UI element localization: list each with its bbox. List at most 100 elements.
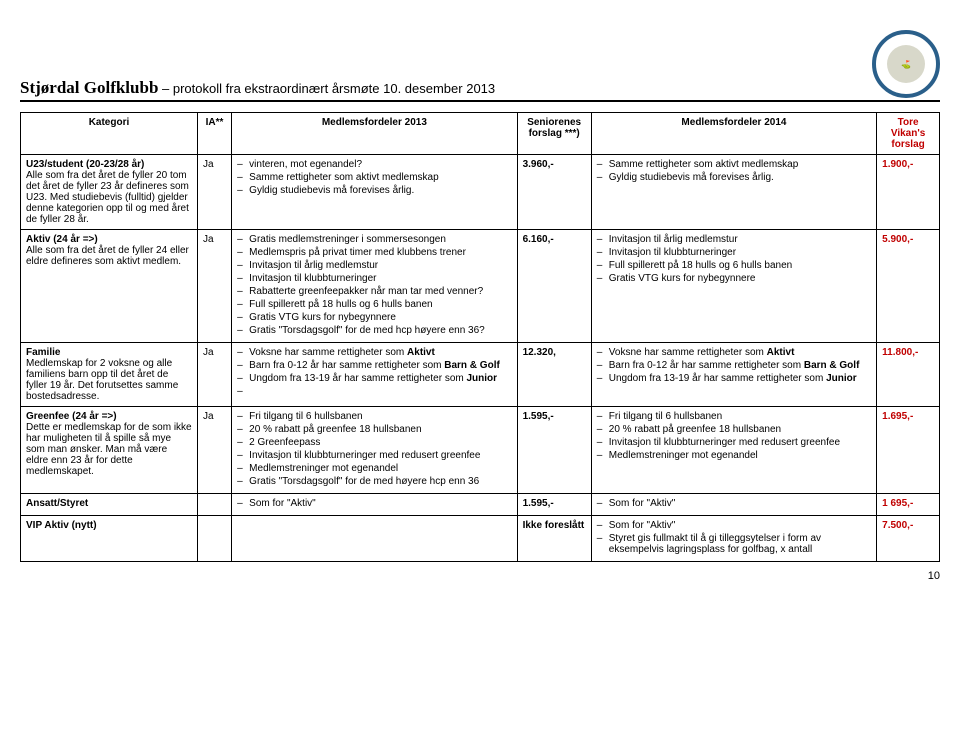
subtitle: – protokoll fra ekstraordinært årsmøte 1…: [162, 81, 495, 96]
benefit-item: Gyldig studiebevis må forevises årlig.: [597, 172, 871, 183]
table-row: U23/student (20-23/28 år)Alle som fra de…: [21, 155, 940, 230]
benefit-item: Invitasjon til klubbturneringer med redu…: [237, 450, 511, 461]
category-desc: Medlemskap for 2 voksne og alle familien…: [26, 358, 178, 402]
cell-2014: Samme rettigheter som aktivt medlemskap G…: [591, 155, 876, 230]
cell-ia: Ja: [197, 407, 231, 494]
page-header: Stjørdal Golfklubb – protokoll fra ekstr…: [20, 30, 940, 102]
benefit-item: Voksne har samme rettigheter som Aktivt: [597, 347, 871, 358]
benefit-item: Samme rettigheter som aktivt medlemskap: [597, 159, 871, 170]
category-title: Aktiv (24 år =>): [26, 234, 98, 245]
table-header-row: Kategori IA** Medlemsfordeler 2013 Senio…: [21, 113, 940, 155]
cell-2014: Som for "Aktiv": [591, 494, 876, 516]
benefit-item: Invitasjon til årlig medlemstur: [237, 260, 511, 271]
cell-tore: 11.800,-: [877, 343, 940, 407]
benefit-item: Invitasjon til klubbturneringer: [597, 247, 871, 258]
cell-kategori: FamilieMedlemskap for 2 voksne og alle f…: [21, 343, 198, 407]
col-senior: Seniorenes forslag ***): [517, 113, 591, 155]
cell-kategori: Greenfee (24 år =>)Dette er medlemskap f…: [21, 407, 198, 494]
benefit-item: 20 % rabatt på greenfee 18 hullsbanen: [237, 424, 511, 435]
benefit-item: Fri tilgang til 6 hullsbanen: [597, 411, 871, 422]
cell-senior: 1.595,-: [517, 407, 591, 494]
benefit-item: Invitasjon til årlig medlemstur: [597, 234, 871, 245]
benefit-item: Styret gis fullmakt til å gi tilleggsyte…: [597, 533, 871, 555]
cell-ia: Ja: [197, 343, 231, 407]
benefit-item: Medlemspris på privat timer med klubbens…: [237, 247, 511, 258]
cell-senior: 12.320,: [517, 343, 591, 407]
category-title: U23/student (20-23/28 år): [26, 159, 144, 170]
col-ia: IA**: [197, 113, 231, 155]
cell-senior: 3.960,-: [517, 155, 591, 230]
cell-kategori: Aktiv (24 år =>)Alle som fra det året de…: [21, 230, 198, 343]
benefit-item: Medlemstreninger mot egenandel: [597, 450, 871, 461]
benefit-item: Ungdom fra 13-19 år har samme rettighete…: [597, 373, 871, 384]
cell-2014: Fri tilgang til 6 hullsbanen 20 % rabatt …: [591, 407, 876, 494]
benefit-item: vinteren, mot egenandel?: [237, 159, 511, 170]
benefit-item: Gratis VTG kurs for nybegynnere: [597, 273, 871, 284]
cell-ia: Ja: [197, 230, 231, 343]
cell-2013: Gratis medlemstreninger i sommersesongen…: [232, 230, 517, 343]
benefit-item: Barn fra 0-12 år har samme rettigheter s…: [597, 360, 871, 371]
table-row: Greenfee (24 år =>)Dette er medlemskap f…: [21, 407, 940, 494]
benefit-item: 20 % rabatt på greenfee 18 hullsbanen: [597, 424, 871, 435]
benefit-item: Som for "Aktiv": [237, 498, 511, 509]
benefit-item: Gratis "Torsdagsgolf" for de med høyere …: [237, 476, 511, 487]
benefit-item: Fri tilgang til 6 hullsbanen: [237, 411, 511, 422]
benefit-item: Full spillerett på 18 hulls og 6 hulls b…: [237, 299, 511, 310]
col-2014: Medlemsfordeler 2014: [591, 113, 876, 155]
cell-senior: 1.595,-: [517, 494, 591, 516]
table-row: Ansatt/Styret Som for "Aktiv" 1.595,- Som f…: [21, 494, 940, 516]
col-tore: Tore Vikan's forslag: [877, 113, 940, 155]
benefit-item: Full spillerett på 18 hulls og 6 hulls b…: [597, 260, 871, 271]
benefit-item: 2 Greenfeepass: [237, 437, 511, 448]
benefit-item: Som for "Aktiv": [597, 498, 871, 509]
category-desc: Alle som fra det året de fyller 24 eller…: [26, 245, 189, 267]
cell-ia: [197, 494, 231, 516]
cell-kategori: U23/student (20-23/28 år)Alle som fra de…: [21, 155, 198, 230]
cell-2014: Voksne har samme rettigheter som Aktivt B…: [591, 343, 876, 407]
benefit-item: Barn fra 0-12 år har samme rettigheter s…: [237, 360, 511, 371]
cell-2013: vinteren, mot egenandel? Samme rettighete…: [232, 155, 517, 230]
benefit-item: Som for "Aktiv": [597, 520, 871, 531]
org-name: Stjørdal Golfklubb: [20, 78, 158, 97]
table-row: VIP Aktiv (nytt)Ikke foreslåttSom for "A…: [21, 516, 940, 562]
benefit-item: Gratis medlemstreninger i sommersesongen: [237, 234, 511, 245]
cell-senior: 6.160,-: [517, 230, 591, 343]
category-desc: Alle som fra det året de fyller 20 tom d…: [26, 170, 189, 225]
benefit-item: Ungdom fra 13-19 år har samme rettighete…: [237, 373, 511, 384]
cell-kategori: Ansatt/Styret: [21, 494, 198, 516]
golf-icon: ⛳: [887, 45, 925, 83]
cell-ia: [197, 516, 231, 562]
membership-table: Kategori IA** Medlemsfordeler 2013 Senio…: [20, 112, 940, 562]
category-title: VIP Aktiv (nytt): [26, 520, 97, 531]
cell-2014: Invitasjon til årlig medlemstur Invitasjo…: [591, 230, 876, 343]
benefit-item: Rabatterte greenfeepakker når man tar me…: [237, 286, 511, 297]
page-number: 10: [20, 570, 940, 582]
benefit-item: [237, 386, 511, 397]
benefit-item: Voksne har samme rettigheter som Aktivt: [237, 347, 511, 358]
cell-tore: 1.695,-: [877, 407, 940, 494]
cell-2013: Voksne har samme rettigheter som Aktivt B…: [232, 343, 517, 407]
club-logo: ⛳: [872, 30, 940, 98]
cell-2013: Fri tilgang til 6 hullsbanen 20 % rabatt …: [232, 407, 517, 494]
cell-2013: [232, 516, 517, 562]
benefit-item: Invitasjon til klubbturneringer: [237, 273, 511, 284]
benefit-item: Gyldig studiebevis må forevises årlig.: [237, 185, 511, 196]
cell-2014: Som for "Aktiv" Styret gis fullmakt til å…: [591, 516, 876, 562]
cell-senior: Ikke foreslått: [517, 516, 591, 562]
table-row: FamilieMedlemskap for 2 voksne og alle f…: [21, 343, 940, 407]
cell-2013: Som for "Aktiv": [232, 494, 517, 516]
category-title: Familie: [26, 347, 60, 358]
cell-tore: 5.900,-: [877, 230, 940, 343]
benefit-item: Gratis VTG kurs for nybegynnere: [237, 312, 511, 323]
category-title: Greenfee (24 år =>): [26, 411, 117, 422]
table-row: Aktiv (24 år =>)Alle som fra det året de…: [21, 230, 940, 343]
cell-kategori: VIP Aktiv (nytt): [21, 516, 198, 562]
col-kategori: Kategori: [21, 113, 198, 155]
benefit-item: Samme rettigheter som aktivt medlemskap: [237, 172, 511, 183]
benefit-item: Gratis "Torsdagsgolf" for de med hcp høy…: [237, 325, 511, 336]
benefit-item: Invitasjon til klubbturneringer med redu…: [597, 437, 871, 448]
cell-tore: 7.500,-: [877, 516, 940, 562]
category-desc: Dette er medlemskap for de som ikke har …: [26, 422, 192, 477]
col-2013: Medlemsfordeler 2013: [232, 113, 517, 155]
cell-ia: Ja: [197, 155, 231, 230]
